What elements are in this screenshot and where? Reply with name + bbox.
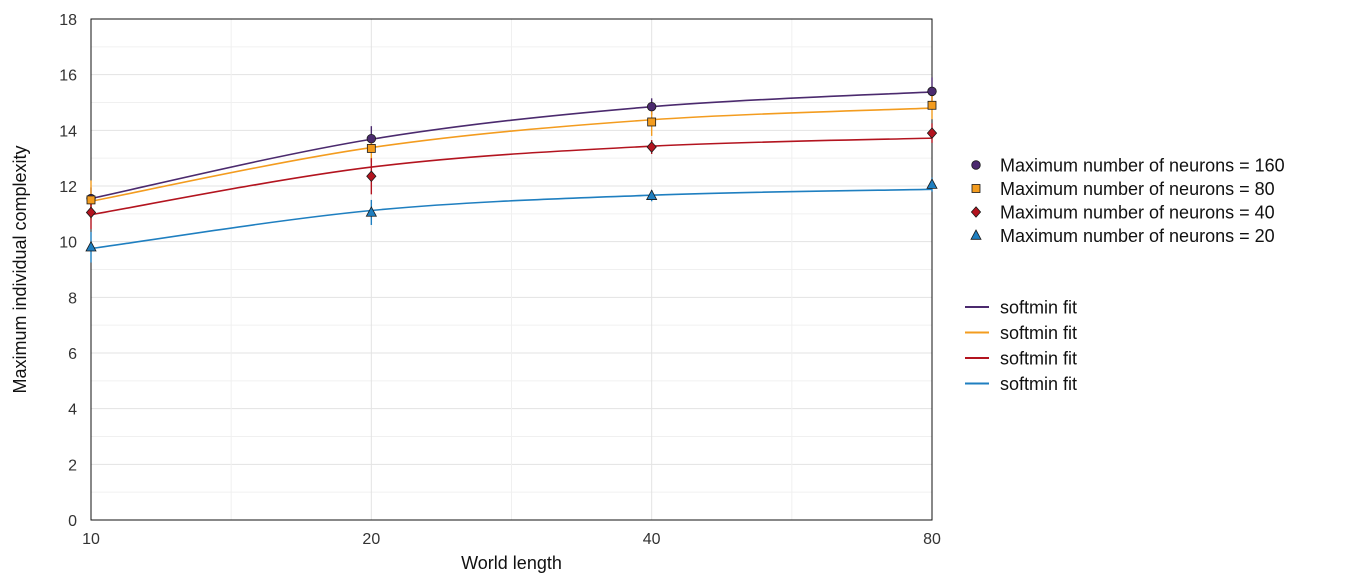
y-tick-label: 4	[68, 402, 77, 419]
grid	[90, 18, 933, 521]
data-point	[366, 170, 377, 183]
softmin-fit-line	[90, 137, 933, 216]
data-point	[365, 206, 378, 217]
y-tick-label: 12	[59, 179, 77, 196]
x-tick-label: 80	[923, 531, 941, 548]
legend: Maximum number of neurons = 160 Maximum n…	[965, 156, 1285, 394]
legend-label: Maximum number of neurons = 80	[1000, 179, 1275, 199]
softmin-fit-line	[90, 91, 933, 200]
legend-marker	[970, 229, 982, 240]
data-point	[647, 117, 657, 127]
x-axis-ticks: 10 20 40 80	[82, 531, 941, 548]
x-tick-label: 40	[643, 531, 661, 548]
y-tick-label: 18	[59, 12, 77, 29]
y-tick-label: 2	[68, 457, 77, 474]
legend-label: softmin fit	[1000, 323, 1077, 343]
plot-area-frame	[90, 18, 933, 521]
data-point	[926, 127, 938, 139]
y-tick-label: 10	[59, 235, 77, 252]
legend-label: softmin fit	[1000, 349, 1077, 369]
data-point	[645, 189, 658, 200]
legend-label: Maximum number of neurons = 40	[1000, 203, 1275, 223]
softmin-fit-line	[90, 188, 933, 250]
data-point	[85, 206, 97, 219]
legend-label: softmin fit	[1000, 374, 1077, 394]
y-tick-label: 14	[59, 123, 77, 140]
y-tick-label: 0	[68, 513, 77, 530]
x-axis-title: World length	[461, 553, 562, 573]
softmin-fit-line	[90, 107, 933, 203]
y-axis-title: Maximum individual complexity	[10, 145, 30, 393]
y-tick-label: 16	[59, 68, 77, 85]
data-point	[926, 178, 938, 189]
legend-marker	[971, 160, 981, 170]
x-tick-label: 10	[82, 531, 100, 548]
legend-marker	[970, 206, 982, 218]
legend-label: Maximum number of neurons = 160	[1000, 156, 1285, 176]
data-point	[366, 133, 377, 144]
data-point	[366, 144, 376, 153]
data-point	[927, 100, 937, 110]
legend-label: softmin fit	[1000, 298, 1077, 318]
y-axis-ticks: 0 2 4 6 8 10 12 14 16 18	[59, 12, 77, 530]
data-point	[927, 86, 937, 97]
legend-marker	[971, 184, 981, 193]
fit-lines	[90, 91, 933, 250]
legend-label: Maximum number of neurons = 20	[1000, 226, 1275, 246]
data-point	[85, 240, 97, 252]
data-markers	[85, 86, 938, 252]
y-tick-label: 8	[68, 290, 77, 307]
data-point	[646, 141, 657, 153]
y-tick-label: 6	[68, 346, 77, 363]
data-point	[646, 101, 657, 112]
x-tick-label: 20	[362, 531, 380, 548]
data-point	[86, 195, 96, 205]
